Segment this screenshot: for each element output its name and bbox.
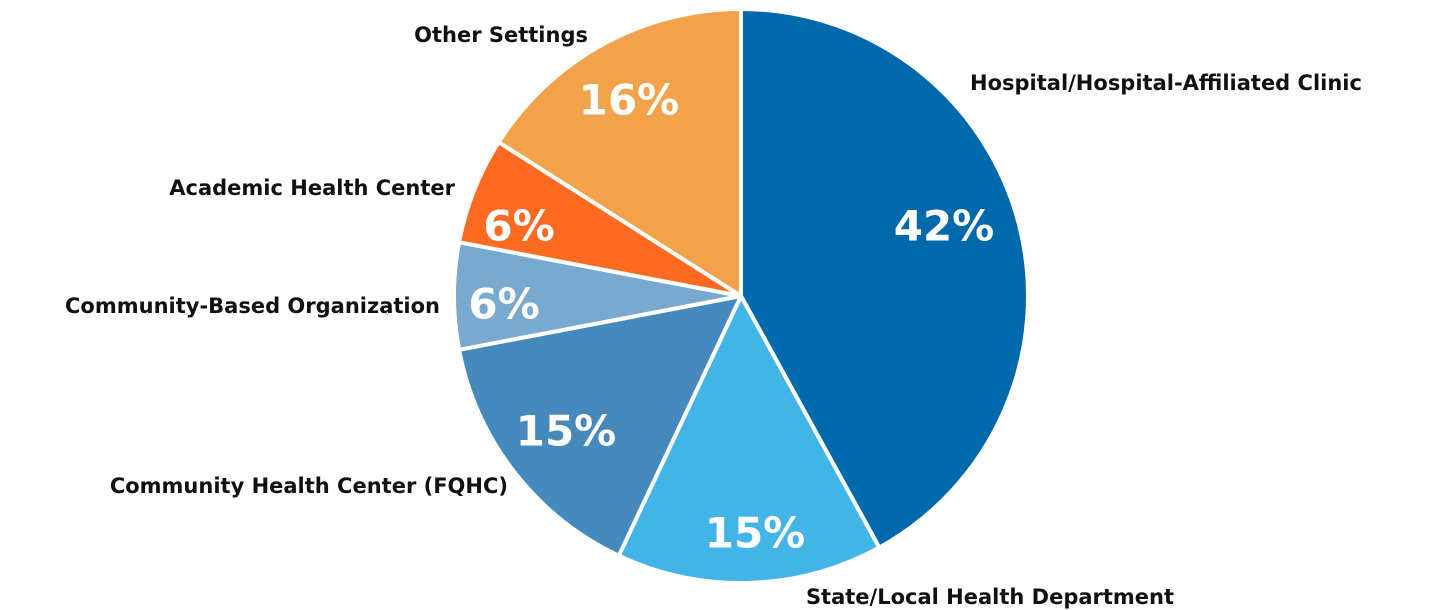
slice-label: Academic Health Center [169,176,455,200]
pie-slice [457,294,743,558]
value-label: 15% [705,509,806,558]
slice-label: Other Settings [414,23,588,47]
value-label: 15% [516,407,617,456]
pie-slice [739,7,1030,550]
slice-label: State/Local Health Department [806,585,1174,609]
slice-label: Community-Based Organization [65,294,440,318]
pie-slice [616,294,882,585]
slice-label: Hospital/Hospital-Affiliated Clinic [970,71,1362,95]
value-label: 16% [579,76,680,125]
value-label: 6% [483,202,554,251]
value-label: 42% [894,202,995,251]
value-label: 6% [468,280,539,329]
pie-slice [496,7,743,298]
slice-label: Community Health Center (FQHC) [110,474,508,498]
